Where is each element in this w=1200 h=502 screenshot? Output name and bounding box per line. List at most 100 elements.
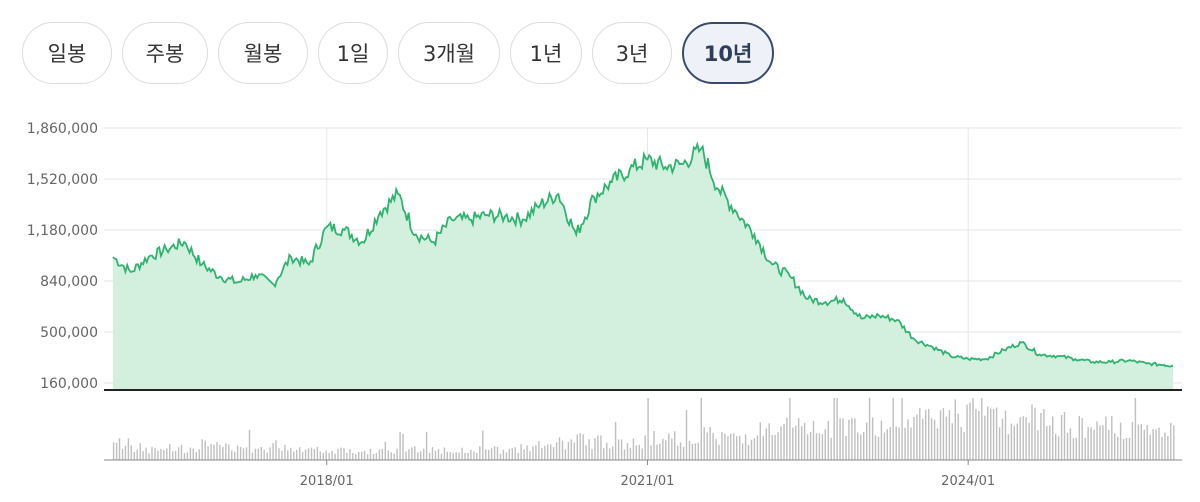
volume-bar — [877, 436, 880, 460]
volume-bar — [871, 417, 874, 460]
volume-bar — [405, 451, 407, 460]
volume-bar — [803, 422, 806, 460]
volume-bar — [552, 447, 555, 460]
volume-bar — [1161, 436, 1163, 460]
volume-bar — [183, 453, 186, 460]
volume-bar — [821, 434, 824, 460]
volume-bar — [1063, 412, 1066, 460]
volume-bar — [842, 418, 844, 460]
volume-bar — [851, 418, 853, 460]
volume-bar — [677, 445, 679, 460]
tab-일봉[interactable]: 일봉 — [22, 22, 112, 84]
volume-bar — [922, 418, 924, 460]
volume-bar — [990, 408, 992, 460]
volume-bar — [638, 444, 640, 460]
tab-10년[interactable]: 10년 — [682, 22, 774, 84]
volume-bar — [765, 428, 767, 460]
volume-bar — [514, 447, 516, 460]
volume-bar — [933, 419, 936, 460]
volume-bar — [945, 416, 948, 460]
volume-bar — [399, 431, 401, 460]
volume-bar — [310, 447, 313, 460]
tab-1일[interactable]: 1일 — [318, 22, 388, 84]
volume-bar — [307, 448, 310, 460]
volume-bar — [1122, 439, 1125, 460]
volume-bar — [1108, 430, 1110, 460]
volume-bar — [984, 415, 986, 460]
volume-bar — [718, 444, 720, 460]
volume-bar — [461, 447, 463, 460]
volume-bar — [366, 454, 369, 460]
volume-bar — [730, 433, 732, 460]
volume-bar — [301, 452, 304, 460]
volume-bar — [951, 423, 953, 460]
volume-bar — [736, 436, 738, 460]
tab-1년[interactable]: 1년 — [510, 22, 582, 84]
volume-bar — [299, 447, 301, 460]
volume-bar — [795, 425, 797, 460]
volume-bar — [898, 427, 900, 460]
volume-bar — [916, 414, 918, 460]
y-tick-label: 500,000 — [40, 325, 98, 341]
volume-bar — [1143, 429, 1145, 460]
volume-bar — [582, 434, 584, 460]
volume-bar — [201, 439, 203, 460]
volume-bar — [428, 453, 431, 460]
volume-bar — [1075, 437, 1077, 460]
volume-bar — [476, 452, 478, 460]
volume-bar — [585, 445, 587, 460]
volume-bar — [910, 427, 912, 460]
volume-bar — [632, 438, 635, 460]
volume-bar — [1046, 426, 1048, 460]
volume-bar — [396, 448, 398, 460]
volume-bar — [691, 444, 694, 460]
volume-bar — [517, 452, 519, 460]
volume-bar — [874, 435, 877, 460]
volume-bar — [913, 416, 915, 460]
volume-bar — [570, 439, 572, 460]
volume-bar — [127, 438, 130, 460]
volume-bar — [594, 438, 596, 460]
volume-bar — [1119, 422, 1122, 460]
volume-bar — [1111, 415, 1113, 460]
volume-bar — [694, 443, 697, 460]
volume-bar — [682, 446, 685, 460]
volume-bar — [733, 433, 735, 460]
volume-bar — [151, 446, 153, 460]
volume-bar — [783, 423, 785, 460]
volume-bar — [293, 451, 295, 460]
volume-bar — [236, 445, 239, 460]
volume-bar — [157, 450, 159, 460]
tab-3개월[interactable]: 3개월 — [398, 22, 500, 84]
volume-bar — [626, 443, 629, 460]
volume-bar — [623, 449, 626, 460]
tab-월봉[interactable]: 월봉 — [218, 22, 308, 84]
volume-bar — [266, 452, 268, 460]
tab-주봉[interactable]: 주봉 — [122, 22, 208, 84]
tab-3년[interactable]: 3년 — [592, 22, 672, 84]
volume-bar — [860, 434, 862, 460]
volume-bar — [355, 453, 357, 460]
volume-bar — [564, 449, 567, 460]
volume-bar — [485, 449, 487, 460]
y-tick-label: 1,860,000 — [27, 121, 98, 137]
volume-bar — [1055, 433, 1057, 460]
volume-bar — [337, 448, 339, 460]
volume-bar — [275, 440, 277, 460]
volume-bar — [414, 446, 416, 460]
volume-bar — [378, 449, 381, 460]
volume-bar — [496, 446, 499, 460]
volume-bar — [1087, 427, 1089, 460]
y-tick-label: 160,000 — [40, 376, 98, 392]
volume-bar — [328, 453, 330, 460]
volume-bar — [889, 427, 891, 460]
volume-bar — [148, 453, 150, 460]
volume-bar — [1149, 434, 1151, 460]
volume-bar — [1037, 430, 1039, 460]
volume-bar — [895, 426, 897, 460]
volume-bar — [747, 445, 750, 460]
volume-bar — [195, 452, 197, 460]
volume-bar — [824, 429, 826, 460]
volume-bar — [130, 445, 132, 460]
volume-bar — [411, 447, 413, 460]
